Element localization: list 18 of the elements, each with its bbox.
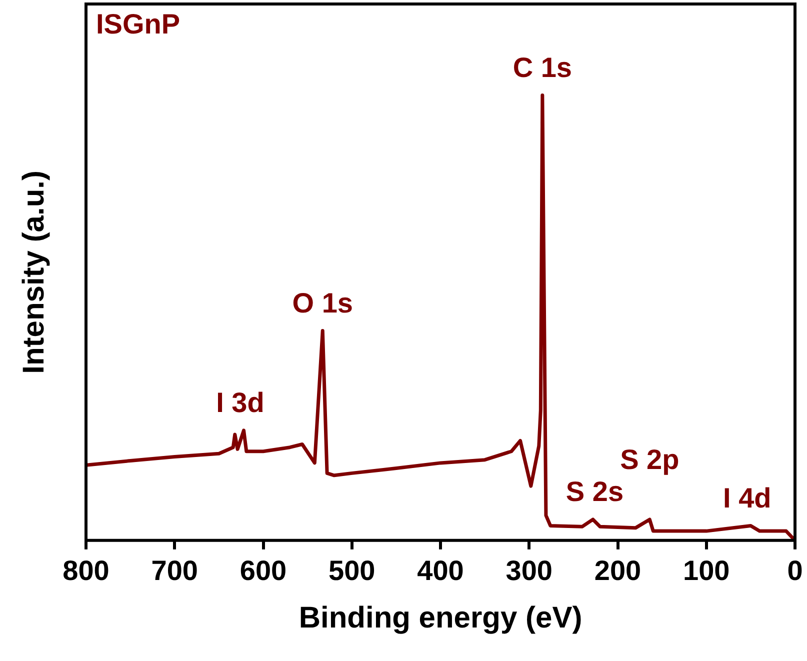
annotation: C 1s [512,52,572,83]
x-tick-label: 600 [240,554,287,586]
x-axis-title: Binding energy (eV) [298,601,582,634]
y-axis-title: Intensity (a.u.) [17,170,50,374]
x-tick-label: 200 [594,554,642,586]
annotation: S 2p [620,444,680,476]
x-tick-label: 100 [683,554,730,586]
annotation: I 3d [216,387,264,418]
x-tick-label: 700 [151,554,198,586]
x-tick-label: 400 [417,554,464,586]
annotation: O 1s [292,287,353,318]
annotation: S 2s [566,476,624,508]
chart-title: ISGnP [96,8,180,40]
x-tick-label: 0 [787,554,803,586]
x-tick-label: 500 [328,554,376,586]
x-tick-label: 300 [506,554,552,586]
x-tick-label: 800 [62,554,110,586]
annotation: I 4d [723,482,772,514]
